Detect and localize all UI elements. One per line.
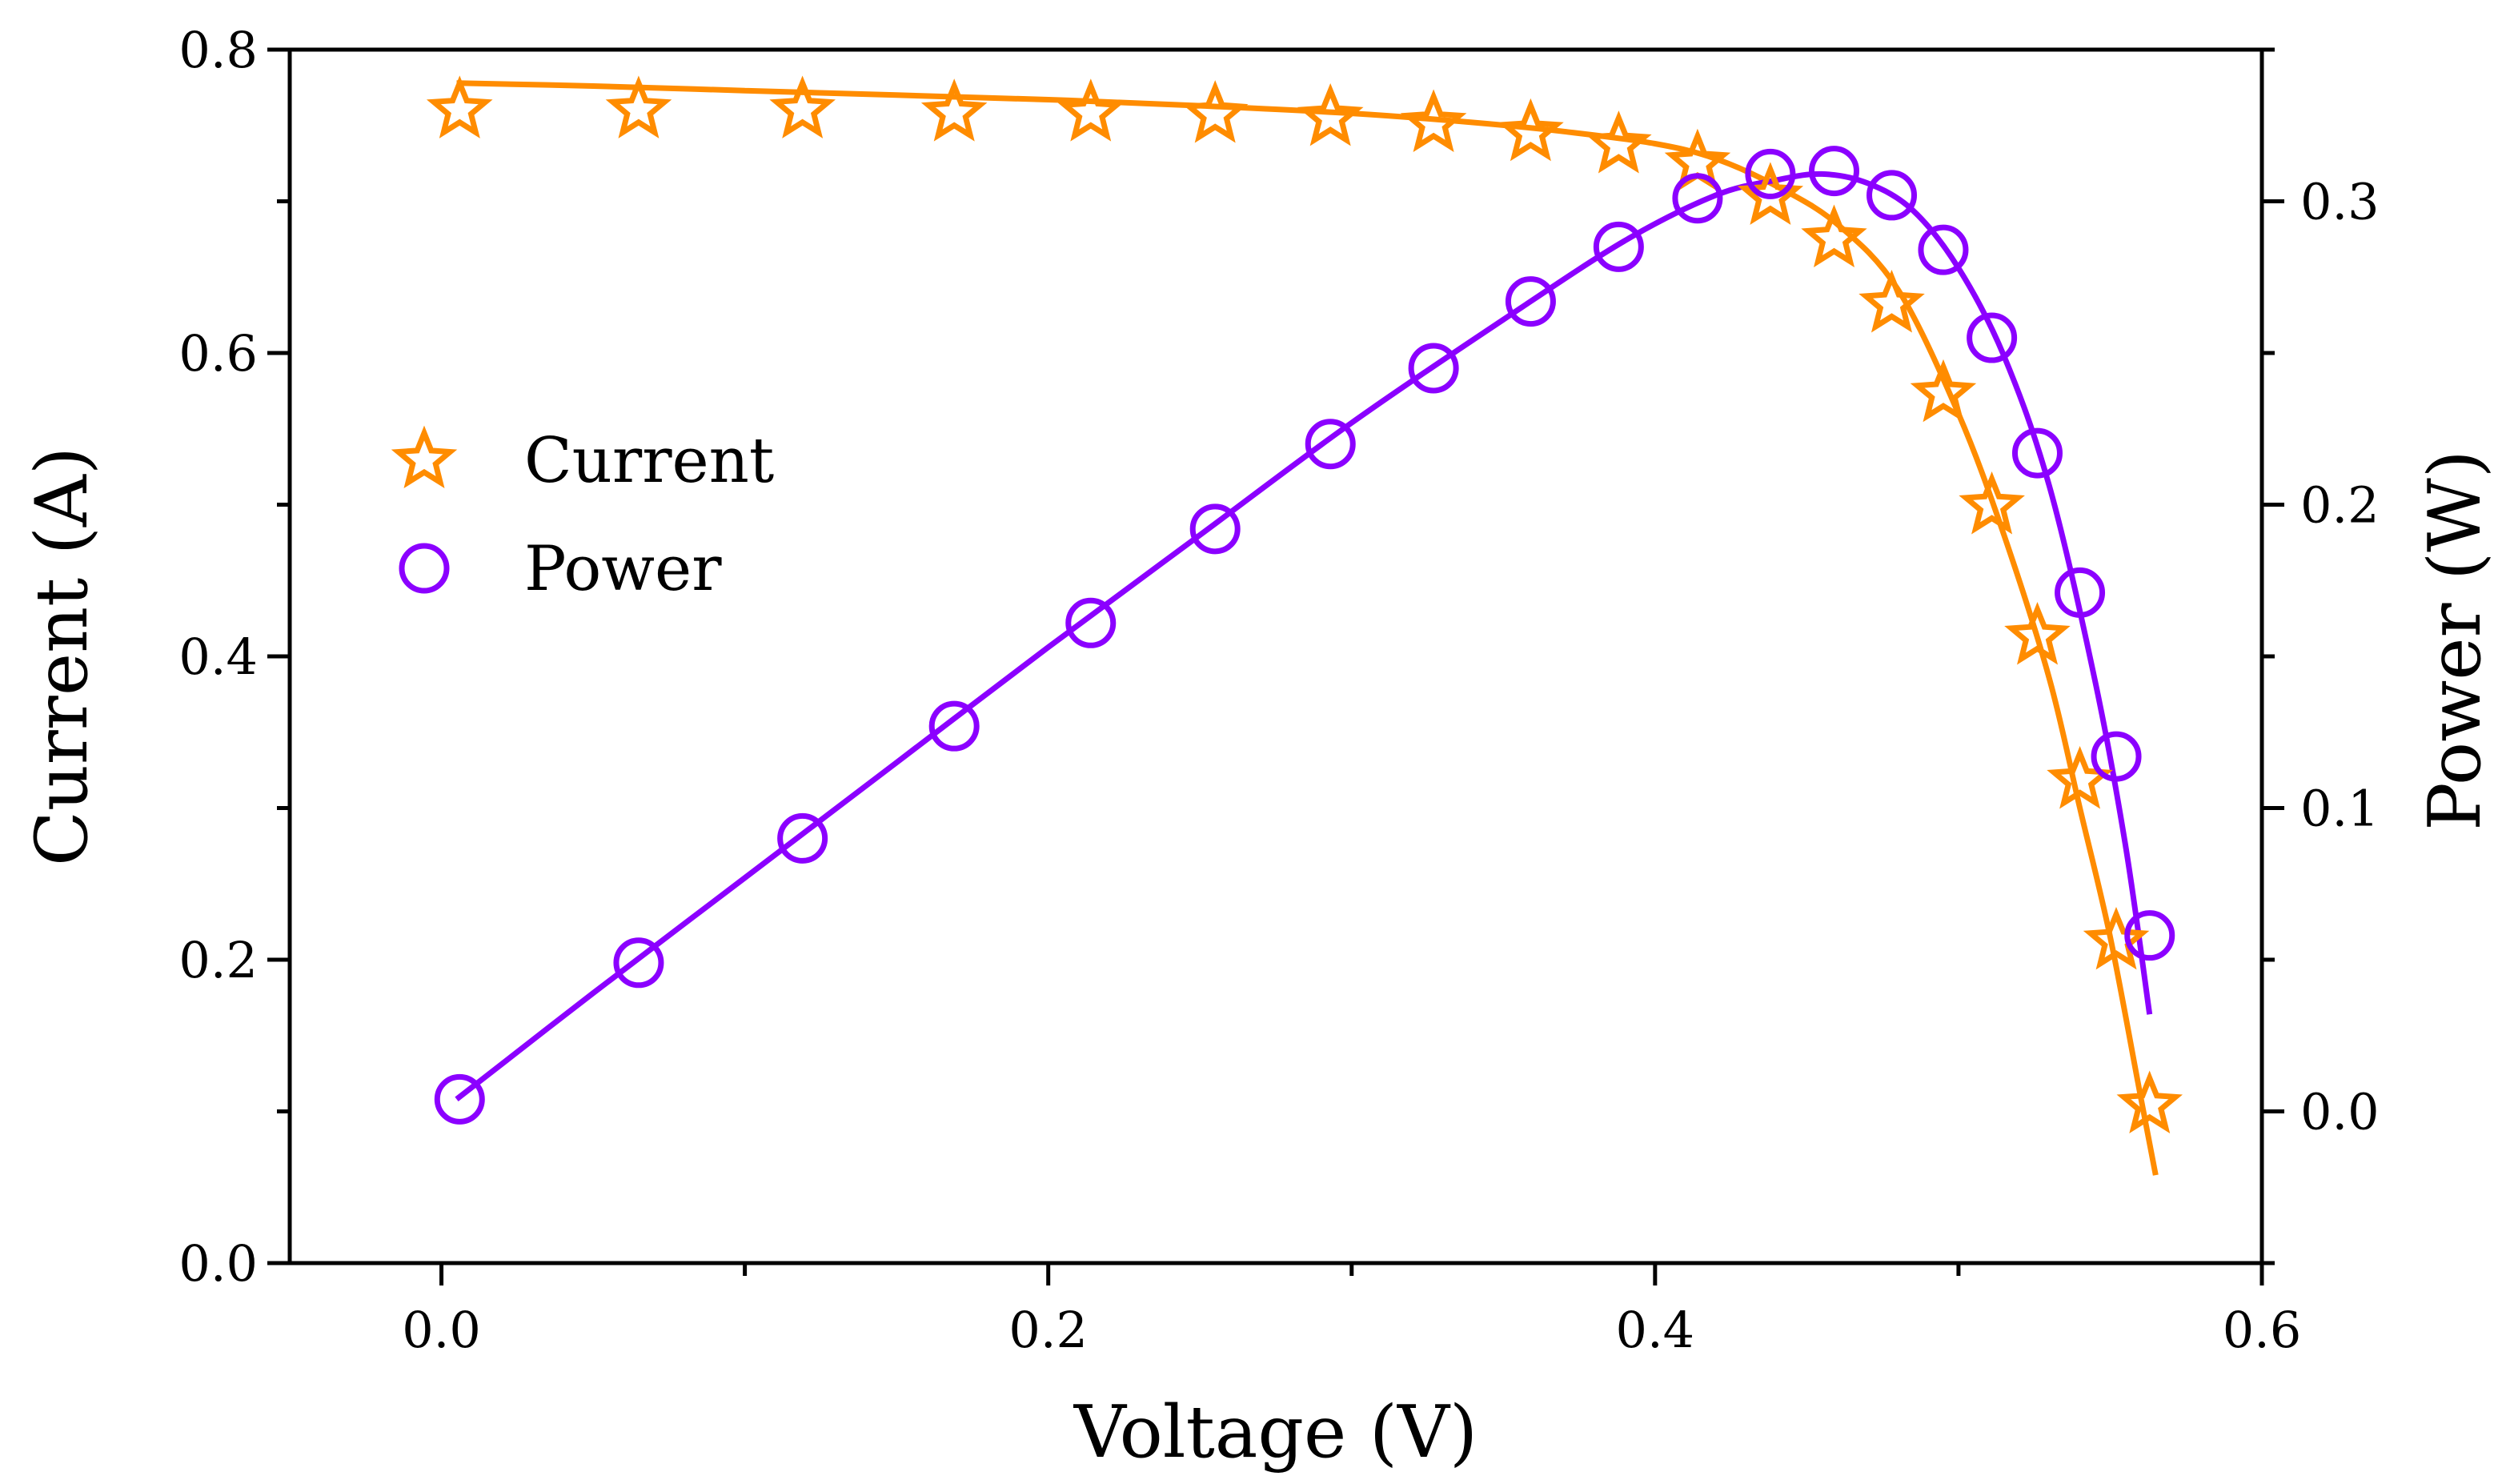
power-point bbox=[1672, 173, 1723, 224]
power-point bbox=[1305, 419, 1356, 470]
current-point bbox=[920, 78, 988, 142]
current-point bbox=[1586, 110, 1652, 174]
y-right-tick-label: 0.1 bbox=[2300, 780, 2380, 838]
current-point bbox=[2047, 746, 2113, 809]
power-point bbox=[1745, 148, 1796, 199]
power-point bbox=[2091, 731, 2142, 782]
y-right-tick-label: 0.0 bbox=[2300, 1083, 2380, 1141]
power-point bbox=[1189, 503, 1241, 555]
current-point bbox=[1181, 80, 1249, 143]
x-tick-label: 0.6 bbox=[2223, 1301, 2302, 1359]
power-point bbox=[2124, 910, 2175, 961]
legend-power-label: Power bbox=[524, 533, 722, 605]
legend-current-marker bbox=[391, 425, 458, 489]
legend-current-label: Current bbox=[524, 425, 774, 497]
legend: Current Power bbox=[391, 425, 774, 605]
power-point bbox=[1866, 170, 1918, 221]
power-point bbox=[2011, 427, 2063, 479]
power-point bbox=[777, 812, 828, 864]
y-left-tick-label: 0.2 bbox=[178, 931, 258, 989]
y-left-axis-title: Current (A) bbox=[20, 447, 104, 866]
current-point bbox=[426, 75, 493, 138]
y-left-tick-label: 0.6 bbox=[178, 324, 258, 383]
y-left-tick-label: 0.4 bbox=[178, 628, 258, 686]
current-point bbox=[2004, 602, 2071, 665]
current-point bbox=[1057, 78, 1125, 142]
power-point bbox=[1593, 221, 1644, 272]
fit-lines bbox=[455, 80, 2159, 1176]
y-right-axis-title: Power (W) bbox=[2413, 450, 2497, 831]
current-fit-line bbox=[456, 80, 2159, 1176]
x-tick-label: 0.4 bbox=[1616, 1301, 1695, 1359]
y-right-tick-label: 0.3 bbox=[2300, 173, 2380, 231]
x-axis-title: Voltage (V) bbox=[1073, 1390, 1478, 1474]
current-point bbox=[1297, 82, 1364, 146]
power-fit-line bbox=[455, 170, 2153, 1102]
current-point bbox=[2083, 906, 2150, 970]
power-point bbox=[1065, 597, 1117, 648]
y-right-tick-label: 0.2 bbox=[2300, 476, 2380, 535]
y-left-tick-label: 0.8 bbox=[178, 21, 258, 79]
power-point bbox=[1408, 343, 1459, 394]
data-markers bbox=[426, 75, 2183, 1133]
power-point bbox=[2055, 567, 2106, 618]
current-point bbox=[605, 75, 672, 138]
x-tick-label: 0.0 bbox=[402, 1301, 481, 1359]
current-point bbox=[1801, 204, 1867, 267]
plot-frame bbox=[287, 47, 2264, 1265]
legend-power-marker bbox=[399, 543, 450, 594]
power-point bbox=[613, 937, 664, 989]
current-point bbox=[1400, 89, 1467, 152]
current-point bbox=[1858, 270, 1925, 333]
power-point bbox=[434, 1073, 485, 1125]
current-point bbox=[1959, 471, 2025, 535]
current-point bbox=[2116, 1070, 2183, 1133]
x-tick-label: 0.2 bbox=[1008, 1301, 1088, 1359]
power-point bbox=[1809, 146, 1860, 197]
axes: 0.0 0.2 0.4 0.6 0.0 0.2 0.4 0.6 0.8 0.0 0.1 0.2 0.3 bbox=[178, 21, 2379, 1359]
y-left-tick-label: 0.0 bbox=[178, 1234, 258, 1293]
axis-labels: Voltage (V) Current (A) Power (W) bbox=[20, 447, 2497, 1474]
current-point bbox=[1498, 98, 1564, 162]
current-point bbox=[1910, 359, 1977, 423]
power-point bbox=[1918, 224, 1969, 275]
current-point bbox=[769, 75, 836, 138]
power-point bbox=[1505, 276, 1556, 327]
power-point bbox=[928, 700, 980, 752]
power-point bbox=[1967, 312, 2018, 363]
